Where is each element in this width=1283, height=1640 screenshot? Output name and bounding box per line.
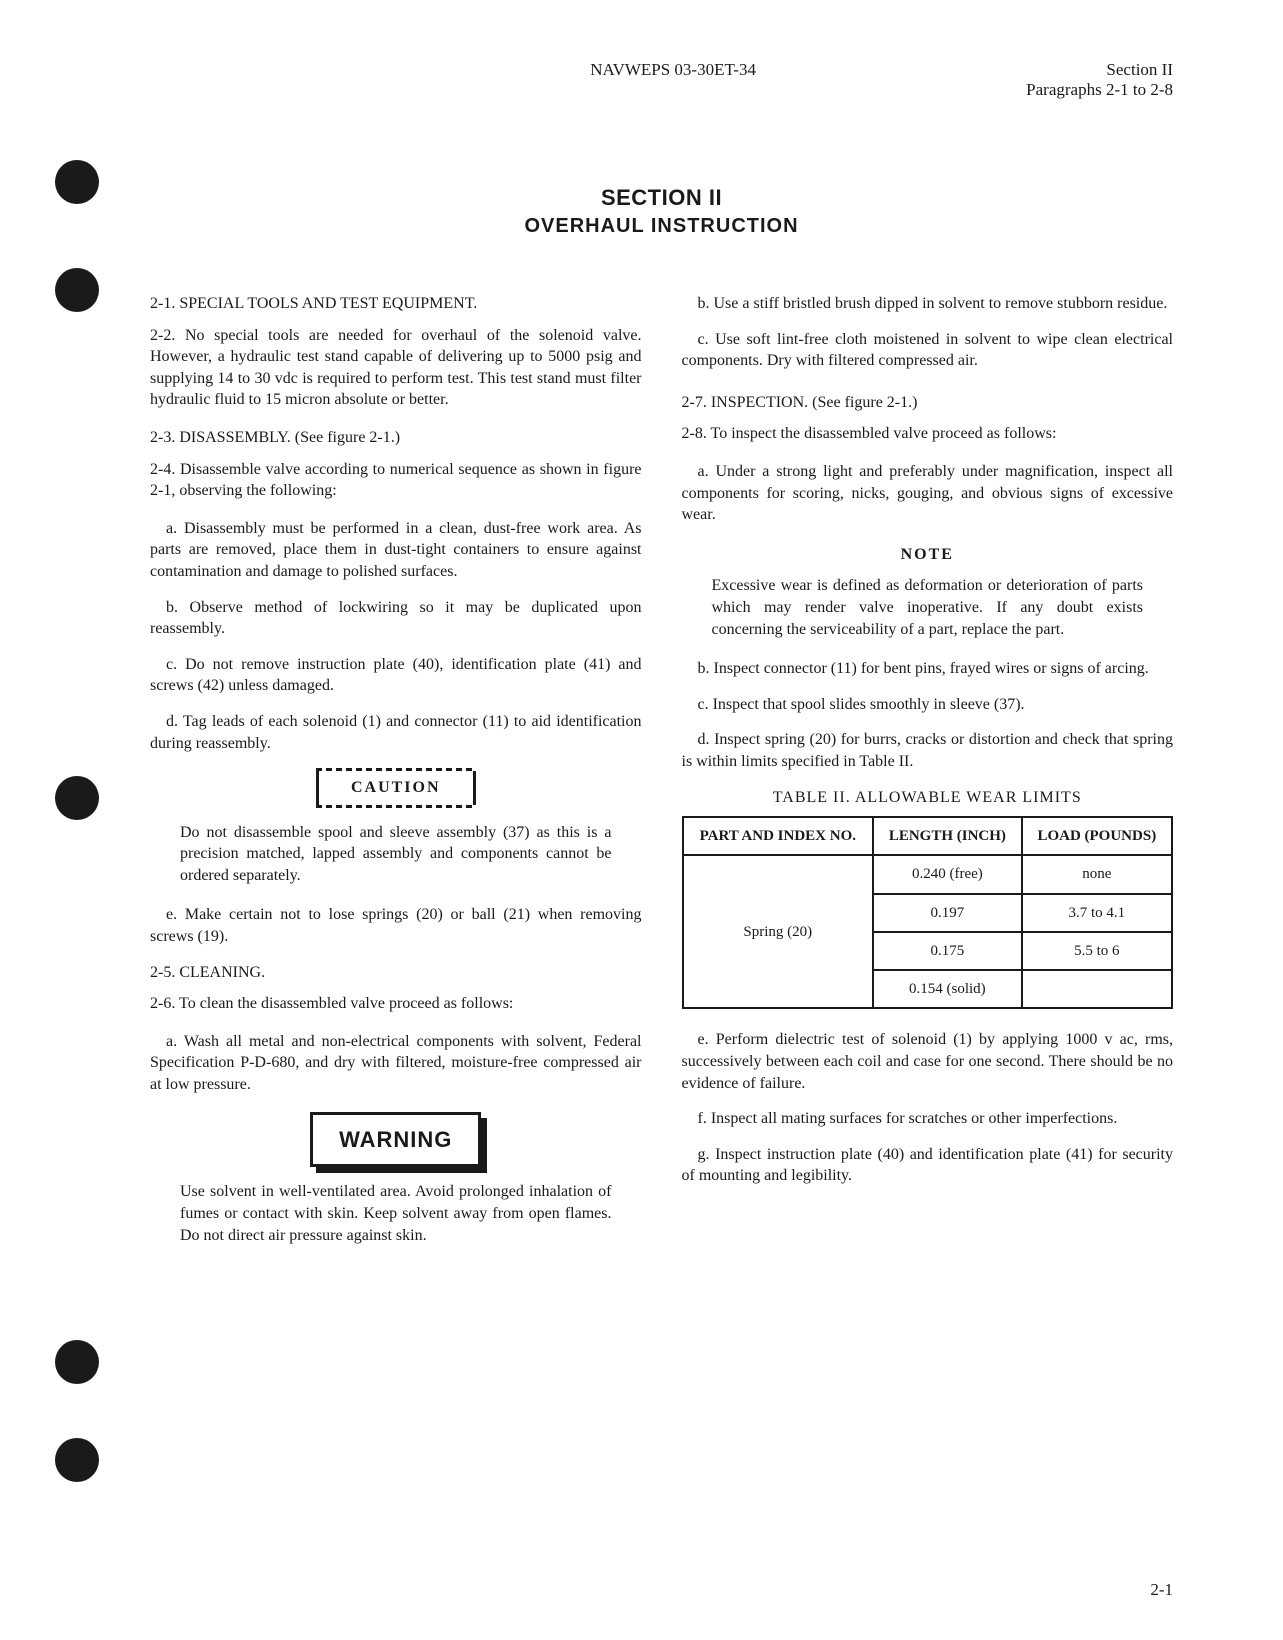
two-column-body: 2-1. SPECIAL TOOLS AND TEST EQUIPMENT. 2… — [150, 293, 1173, 1264]
paragraph-range: Paragraphs 2-1 to 2-8 — [1026, 80, 1173, 100]
note-body: Excessive wear is defined as deformation… — [712, 575, 1144, 640]
table-cell — [1022, 970, 1172, 1008]
para-2-4d: d. Tag leads of each solenoid (1) and co… — [150, 711, 642, 754]
heading-2-1: 2-1. SPECIAL TOOLS AND TEST EQUIPMENT. — [150, 293, 642, 315]
table-row: Spring (20) 0.240 (free) none — [683, 855, 1173, 893]
para-2-8c: c. Inspect that spool slides smoothly in… — [682, 694, 1174, 716]
heading-2-3: 2-3. DISASSEMBLY. (See figure 2-1.) — [150, 427, 642, 449]
right-column: b. Use a stiff bristled brush dipped in … — [682, 293, 1174, 1264]
punch-hole — [55, 1340, 99, 1384]
para-2-4: 2-4. Disassemble valve according to nume… — [150, 459, 642, 502]
note-label: NOTE — [682, 544, 1174, 566]
table-header: LENGTH (INCH) — [873, 817, 1022, 855]
punch-hole — [55, 268, 99, 312]
document-page: NAVWEPS 03-30ET-34 Section II Paragraphs… — [0, 0, 1283, 1640]
para-2-8f: f. Inspect all mating surfaces for scrat… — [682, 1108, 1174, 1130]
punch-hole — [55, 776, 99, 820]
table-title: TABLE II. ALLOWABLE WEAR LIMITS — [682, 787, 1174, 809]
doc-number: NAVWEPS 03-30ET-34 — [150, 60, 1026, 100]
para-2-6: 2-6. To clean the disassembled valve pro… — [150, 993, 642, 1015]
caution-body: Do not disassemble spool and sleeve asse… — [180, 822, 612, 887]
table-cell: none — [1022, 855, 1172, 893]
para-2-4e: e. Make certain not to lose springs (20)… — [150, 904, 642, 947]
section-subtitle: OVERHAUL INSTRUCTION — [150, 215, 1173, 238]
warning-body: Use solvent in well-ventilated area. Avo… — [180, 1181, 612, 1246]
para-2-8a: a. Under a strong light and preferably u… — [682, 461, 1174, 526]
para-2-8: 2-8. To inspect the disassembled valve p… — [682, 423, 1174, 445]
table-cell: 0.154 (solid) — [873, 970, 1022, 1008]
punch-hole — [55, 160, 99, 204]
table-cell: 3.7 to 4.1 — [1022, 894, 1172, 932]
table-header-row: PART AND INDEX NO. LENGTH (INCH) LOAD (P… — [683, 817, 1173, 855]
caution-box: CAUTION — [316, 768, 476, 808]
para-2-2: 2-2. No special tools are needed for ove… — [150, 325, 642, 411]
para-2-6a: a. Wash all metal and non-electrical com… — [150, 1031, 642, 1096]
para-2-4a: a. Disassembly must be performed in a cl… — [150, 518, 642, 583]
table-cell: 0.197 — [873, 894, 1022, 932]
table-cell: 0.175 — [873, 932, 1022, 970]
table-cell: 0.240 (free) — [873, 855, 1022, 893]
table-header: LOAD (POUNDS) — [1022, 817, 1172, 855]
heading-2-5: 2-5. CLEANING. — [150, 962, 642, 984]
para-2-8e: e. Perform dielectric test of solenoid (… — [682, 1029, 1174, 1094]
para-2-6c: c. Use soft lint-free cloth moistened in… — [682, 329, 1174, 372]
section-title: SECTION II — [150, 185, 1173, 211]
page-header: NAVWEPS 03-30ET-34 Section II Paragraphs… — [150, 60, 1173, 100]
warning-box: WARNING — [310, 1112, 481, 1168]
warning-wrap: WARNING — [150, 1112, 642, 1168]
page-number: 2-1 — [1150, 1580, 1173, 1600]
para-2-4c: c. Do not remove instruction plate (40),… — [150, 654, 642, 697]
para-2-6b: b. Use a stiff bristled brush dipped in … — [682, 293, 1174, 315]
punch-hole — [55, 1438, 99, 1482]
header-right: Section II Paragraphs 2-1 to 2-8 — [1026, 60, 1173, 100]
table-cell: 5.5 to 6 — [1022, 932, 1172, 970]
table-header: PART AND INDEX NO. — [683, 817, 874, 855]
wear-limits-table: PART AND INDEX NO. LENGTH (INCH) LOAD (P… — [682, 816, 1174, 1009]
heading-2-7: 2-7. INSPECTION. (See figure 2-1.) — [682, 392, 1174, 414]
para-2-8g: g. Inspect instruction plate (40) and id… — [682, 1144, 1174, 1187]
para-2-8b: b. Inspect connector (11) for bent pins,… — [682, 658, 1174, 680]
para-2-8d: d. Inspect spring (20) for burrs, cracks… — [682, 729, 1174, 772]
table-cell-part: Spring (20) — [683, 855, 874, 1008]
left-column: 2-1. SPECIAL TOOLS AND TEST EQUIPMENT. 2… — [150, 293, 642, 1264]
section-label: Section II — [1026, 60, 1173, 80]
para-2-4b: b. Observe method of lockwiring so it ma… — [150, 597, 642, 640]
